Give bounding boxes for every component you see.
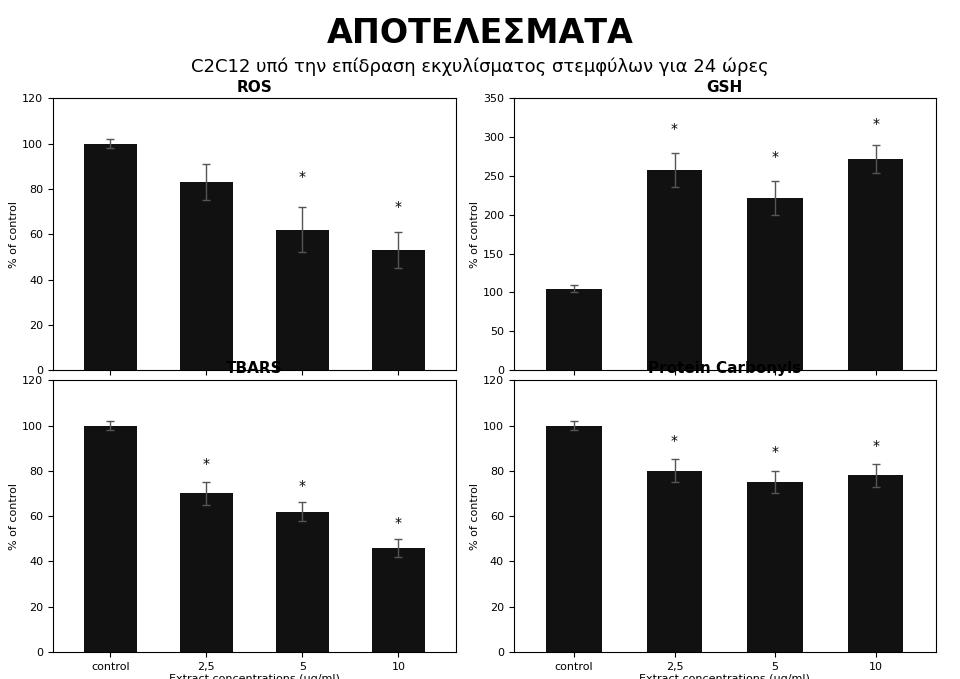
Title: TBARS: TBARS xyxy=(227,361,282,376)
Text: *: * xyxy=(395,200,402,214)
X-axis label: Extract concentrations (μg/ml): Extract concentrations (μg/ml) xyxy=(639,674,810,679)
Text: *: * xyxy=(872,117,879,131)
Y-axis label: % of control: % of control xyxy=(10,201,19,268)
Bar xyxy=(180,494,232,652)
Y-axis label: % of control: % of control xyxy=(470,201,480,268)
Text: ΑΠΟΤΕΛΕΣΜΑΤΑ: ΑΠΟΤΕΛΕΣΜΑΤΑ xyxy=(326,17,634,50)
Bar xyxy=(276,230,328,370)
Bar xyxy=(848,159,903,370)
Bar xyxy=(372,548,424,652)
Text: *: * xyxy=(671,122,678,136)
Title: GSH: GSH xyxy=(707,79,743,94)
Bar xyxy=(647,471,702,652)
Text: *: * xyxy=(299,479,306,494)
Bar xyxy=(748,198,803,370)
Y-axis label: % of control: % of control xyxy=(470,483,480,549)
X-axis label: Extract concentrations (μg/ml): Extract concentrations (μg/ml) xyxy=(169,674,340,679)
Text: *: * xyxy=(671,434,678,448)
Bar xyxy=(748,482,803,652)
Bar xyxy=(647,170,702,370)
Bar xyxy=(84,426,137,652)
Text: *: * xyxy=(872,439,879,453)
Bar xyxy=(84,144,137,370)
Title: Protein Carbonyls: Protein Carbonyls xyxy=(648,361,802,376)
X-axis label: Extract concentrations (μg/ml): Extract concentrations (μg/ml) xyxy=(169,392,340,403)
Bar xyxy=(546,289,602,370)
Title: ROS: ROS xyxy=(236,79,273,94)
Bar xyxy=(372,250,424,370)
Y-axis label: % of control: % of control xyxy=(10,483,19,549)
X-axis label: Extract concentractions (μg/ml): Extract concentractions (μg/ml) xyxy=(636,392,813,403)
Text: *: * xyxy=(395,515,402,530)
Text: *: * xyxy=(299,170,306,185)
Text: *: * xyxy=(772,445,779,460)
Text: C2C12 υπό την επίδραση εκχυλίσματος στεμφύλων για 24 ώρες: C2C12 υπό την επίδραση εκχυλίσματος στεμ… xyxy=(191,58,769,76)
Bar xyxy=(276,511,328,652)
Bar xyxy=(546,426,602,652)
Text: *: * xyxy=(203,457,210,471)
Bar xyxy=(848,475,903,652)
Bar xyxy=(180,182,232,370)
Text: *: * xyxy=(772,149,779,164)
